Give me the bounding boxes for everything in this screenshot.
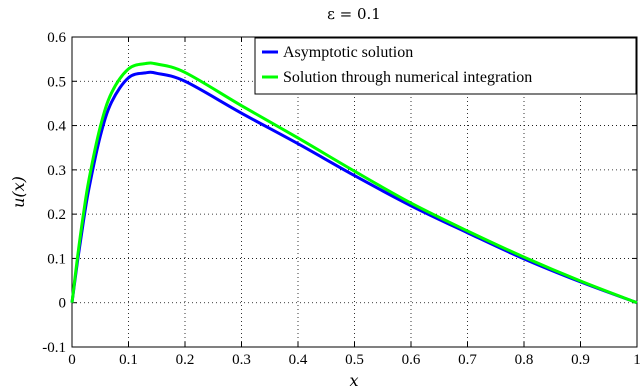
y-tick-label: 0.3 [47, 163, 66, 179]
y-tick-label: 0.6 [47, 30, 66, 46]
legend-box [254, 37, 637, 95]
y-tick-label: 0.4 [47, 119, 66, 135]
series-line-asymptotic [70, 70, 638, 305]
y-tick-label: 0.2 [47, 207, 66, 223]
x-tick-label: 0.4 [289, 352, 308, 368]
y-tick-label: 0.1 [47, 251, 66, 267]
x-tick-label: 0.3 [232, 352, 251, 368]
x-tick-label: 0.2 [176, 352, 195, 368]
x-tick-label: 1 [633, 352, 641, 368]
x-tick-label: 0.1 [119, 352, 138, 368]
x-tick-label: 0.7 [458, 352, 477, 368]
x-axis-label: x [349, 371, 358, 390]
y-axis-label: u(x) [9, 176, 28, 208]
y-axis: -0.1 0 0.1 0.2 0.3 0.4 0.5 0.6 [42, 30, 637, 356]
y-tick-label: -0.1 [42, 340, 66, 356]
series-lines [70, 61, 638, 305]
x-tick-label: 0.6 [402, 352, 421, 368]
x-tick-label: 0.5 [345, 352, 364, 368]
legend-label-numerical: Solution through numerical integration [283, 69, 532, 86]
chart-title: ε = 0.1 [327, 5, 381, 23]
x-axis: 0 0.1 0.2 0.3 0.4 0.5 0.6 0.7 0.8 0.9 1 [68, 37, 641, 368]
y-tick-label: 0.5 [47, 74, 66, 90]
legend-label-asymptotic: Asymptotic solution [283, 44, 413, 61]
y-tick-label: 0 [59, 296, 67, 312]
legend: Asymptotic solution Solution through num… [254, 37, 637, 95]
x-tick-label: 0.8 [515, 352, 534, 368]
x-tick-label: 0.9 [571, 352, 590, 368]
x-tick-label: 0 [68, 352, 76, 368]
series-line-numerical [70, 61, 638, 305]
